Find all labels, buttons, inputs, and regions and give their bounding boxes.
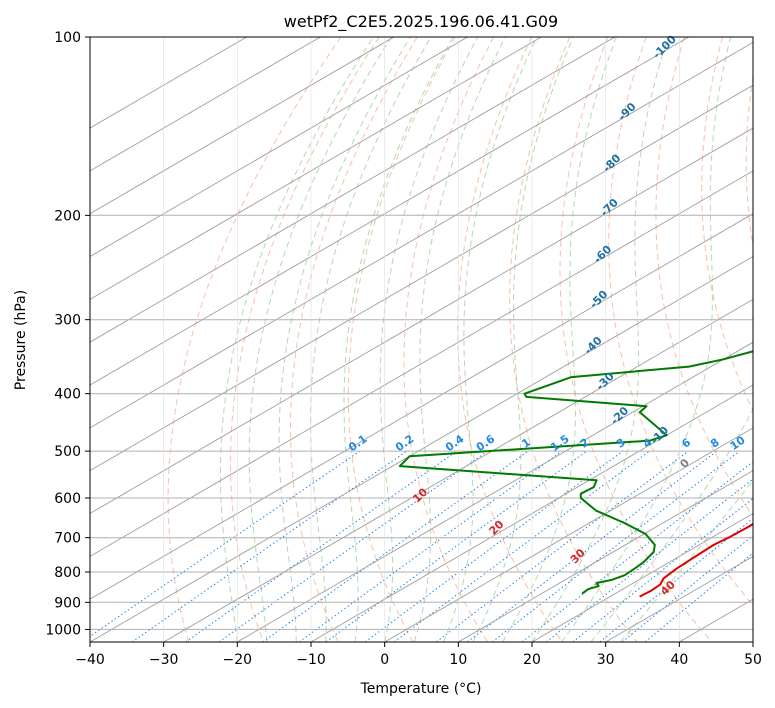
moist-adiabat [561,37,732,642]
y-axis-label: Pressure (hPa) [13,290,29,390]
y-tick-label: 900 [54,595,81,611]
moist-adiabat [620,479,753,642]
dewpoint-line [398,350,753,595]
mixing-ratio-line [491,450,740,642]
isotherm-line [237,341,753,642]
moist-adiabat [413,37,506,642]
x-tick-label: 30 [597,652,615,668]
mixing-ratio-line [572,497,753,642]
isotherm-line [90,256,753,642]
isotherm-line [163,298,753,642]
x-tick-label: −10 [296,652,326,668]
moist-adiabat [590,408,753,642]
moist-adiabat [379,37,479,642]
isotherm-line [458,470,753,642]
isotherm-line [90,37,395,215]
isotherm-line [90,37,321,172]
isotherm-line [90,37,689,386]
y-tick-label: 200 [54,208,81,224]
dry-adiabat [608,37,753,606]
profile-lines [398,350,753,598]
x-tick-label: −20 [223,652,253,668]
dry-adiabat [290,37,418,642]
mixing-ratio-line [325,450,587,642]
dry-adiabat [559,37,713,642]
moist-adiabat [531,37,669,642]
grid [90,37,753,642]
isotherm-line [90,37,468,258]
x-axis-label: Temperature (°C) [360,681,482,697]
y-tick-label: 300 [54,313,81,329]
moist-adiabat [219,37,374,642]
mixing-ratio-line [262,450,529,642]
mixing-ratio-line [644,552,753,642]
moist-adiabat [343,37,454,642]
x-tick-label: 40 [670,652,688,668]
dry-adiabat [230,37,380,642]
mixing-ratio-line [218,450,488,642]
mixing-ratio-line [622,534,753,642]
y-tick-label: 800 [54,565,81,581]
isotherm-line [90,37,542,300]
x-tick-label: 10 [449,652,467,668]
mixing-ratio-line [436,450,689,642]
moist-adiabat [310,37,432,642]
x-tick-label: 20 [523,652,541,668]
mixing-ratio-line [298,450,563,642]
isotherm-line [90,37,616,343]
y-axis: 100 200 300 400 500 600 700 800 900 1000 [45,30,90,638]
moist-adiabat [248,37,392,642]
dry-adiabat [167,37,342,642]
dry-adiabat [457,37,563,642]
moist-adiabat [502,37,617,642]
y-tick-label: 400 [54,387,81,403]
mixing-ratio-line [185,450,457,642]
isotherm-line [90,84,753,472]
plot-frame [89,36,754,643]
isotherm-line [310,384,753,642]
y-tick-label: 1000 [45,622,81,638]
isotherm-line [90,127,753,515]
mixing-ratio-line [599,517,753,642]
y-tick-label: 700 [54,531,81,547]
x-tick-label: 0 [380,652,389,668]
x-tick-label: −40 [75,652,105,668]
y-tick-label: 100 [54,30,81,46]
x-tick-label: 50 [744,652,762,668]
isotherm-line [90,213,753,600]
mixing-ratio-line [131,450,407,642]
moist-adiabat [278,37,411,642]
x-tick-label: −30 [149,652,179,668]
temperature-line [639,522,753,598]
y-tick-label: 600 [54,491,81,507]
dry-adiabat [509,37,638,642]
moist-adiabat [472,37,574,642]
isotherm-line [384,427,753,642]
y-tick-label: 500 [54,444,81,460]
mixing-ratio-line [90,450,361,637]
isotherm-line [90,41,753,429]
chart-title: wetPf2_C2E5.2025.196.06.41.G09 [284,12,558,32]
isotherm-line [90,170,753,557]
x-axis: −40 −30 −20 −10 0 10 20 30 40 50 [75,642,762,668]
isotherm-line [531,512,753,642]
